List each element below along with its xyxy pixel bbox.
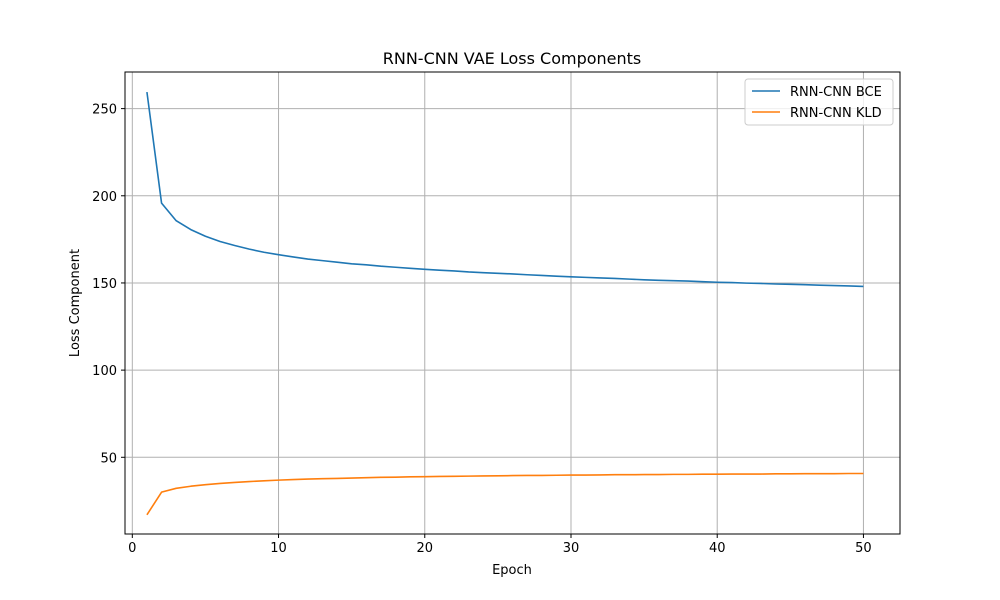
x-tick-label: 50 [855, 541, 872, 556]
legend-label: RNN-CNN KLD [790, 106, 882, 121]
x-tick-label: 40 [709, 541, 726, 556]
y-axis-ticks: 50 100 150 200 250 [92, 103, 125, 466]
x-axis-label: Epoch [492, 563, 532, 578]
y-tick-label: 150 [92, 277, 117, 292]
x-tick-label: 20 [416, 541, 433, 556]
x-tick-label: 30 [563, 541, 580, 556]
y-tick-label: 200 [92, 190, 117, 205]
x-tick-label: 0 [128, 541, 136, 556]
series-line-kld [146, 472, 864, 516]
chart-title: RNN-CNN VAE Loss Components [383, 49, 642, 68]
legend-box [744, 78, 894, 126]
series-lines [146, 91, 864, 516]
y-tick-label: 100 [92, 364, 117, 379]
x-tick-label: 10 [270, 541, 287, 556]
y-tick-label: 250 [92, 103, 117, 118]
series-line-bce [146, 91, 864, 288]
plot-frame [124, 71, 901, 535]
y-tick-label: 50 [100, 451, 117, 466]
x-axis-ticks: 0 10 20 30 40 50 [128, 534, 872, 556]
y-axis-label: Loss Component [68, 249, 83, 357]
legend-label: RNN-CNN BCE [790, 85, 882, 100]
legend: RNN-CNN BCE RNN-CNN KLD [744, 78, 894, 126]
